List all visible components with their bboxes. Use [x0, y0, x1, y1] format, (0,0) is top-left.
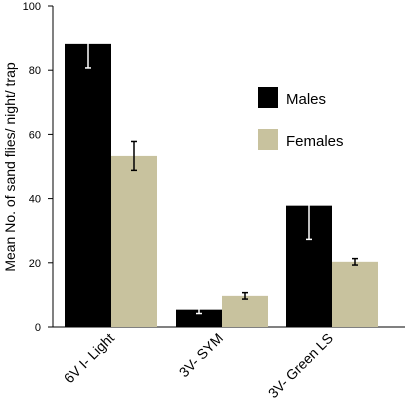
error-bar-females-1: [242, 291, 248, 300]
y-tick-label: 60: [29, 129, 41, 141]
bar-females-0: [111, 155, 157, 327]
y-tick-label: 40: [29, 194, 41, 206]
error-bar-females-2: [352, 257, 358, 266]
y-ticks: 0 20 40 60 80 100: [23, 1, 53, 334]
y-tick-label: 80: [29, 65, 41, 77]
legend-swatch-females: [258, 129, 278, 150]
y-axis-label: Mean No. of sand flies/ night/ trap: [2, 62, 18, 272]
error-bar-males-1: [196, 305, 202, 315]
bar-females-1: [222, 295, 268, 327]
bars: [65, 43, 378, 328]
error-bar-males-0: [85, 19, 91, 69]
error-bar-males-2: [306, 171, 312, 241]
x-tick-label: 3V- Green LS: [265, 330, 336, 401]
legend: Males Females: [258, 87, 344, 150]
legend-swatch-males: [258, 87, 278, 108]
legend-label-males: Males: [286, 91, 326, 108]
x-tick-label: 6V I- Light: [61, 330, 118, 387]
y-tick-label: 0: [35, 322, 41, 334]
y-tick-label: 20: [29, 258, 41, 270]
bar-males-1: [176, 309, 222, 327]
bar-males-0: [65, 43, 111, 328]
x-tick-label: 3V- SYM: [176, 330, 226, 380]
y-tick-label: 100: [23, 1, 41, 13]
error-bar-females-0: [131, 140, 137, 172]
legend-label-females: Females: [286, 133, 344, 150]
bar-females-2: [332, 261, 378, 327]
error-bars: [85, 19, 358, 315]
x-tick-labels: 6V I- Light 3V- SYM 3V- Green LS: [61, 330, 336, 401]
